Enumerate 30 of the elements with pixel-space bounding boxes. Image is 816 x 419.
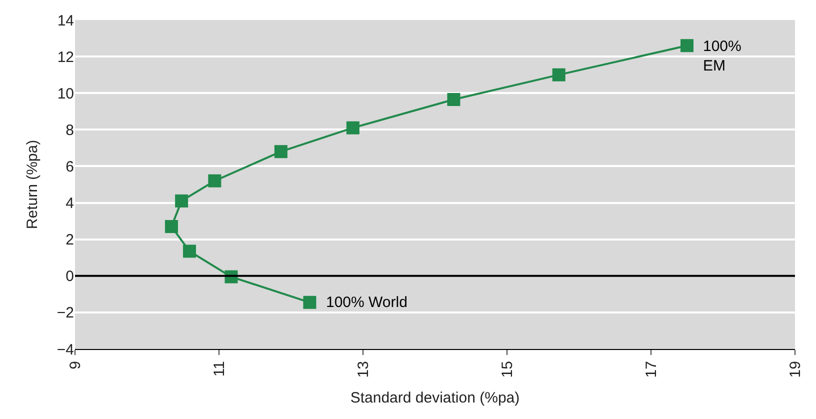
point <box>208 174 222 188</box>
x-tick-label: 9 <box>66 361 84 370</box>
point <box>182 244 196 258</box>
y-tick-label: 14 <box>57 12 74 30</box>
y-tick-label: 0 <box>66 268 74 286</box>
y-tick-label: 6 <box>66 158 74 176</box>
y-tick-label: 10 <box>57 85 74 102</box>
x-axis-title: Standard deviation (%pa) <box>350 390 520 407</box>
x-tick-label: 11 <box>210 361 228 377</box>
point <box>274 145 288 158</box>
point <box>346 121 360 134</box>
y-tick-label: 2 <box>66 232 74 249</box>
annotation: 100% World <box>326 294 408 311</box>
y-tick-label: 4 <box>66 195 74 212</box>
y-axis-title: Return (%pa) <box>24 140 42 230</box>
x-tick-label: 19 <box>786 361 804 378</box>
point <box>175 194 188 208</box>
annotation: 100% EM <box>703 38 742 74</box>
point <box>447 93 460 106</box>
point <box>164 220 178 234</box>
y-tick-label: 12 <box>57 48 74 66</box>
point <box>303 296 316 309</box>
point <box>680 39 694 52</box>
x-tick-label: 13 <box>354 361 372 378</box>
y-tick-label: −4 <box>56 341 74 358</box>
x-tick-label: 15 <box>498 361 516 378</box>
y-tick-label: −2 <box>56 304 74 322</box>
point <box>552 68 566 82</box>
x-tick-label: 17 <box>642 361 660 378</box>
y-tick-label: 8 <box>66 122 74 139</box>
